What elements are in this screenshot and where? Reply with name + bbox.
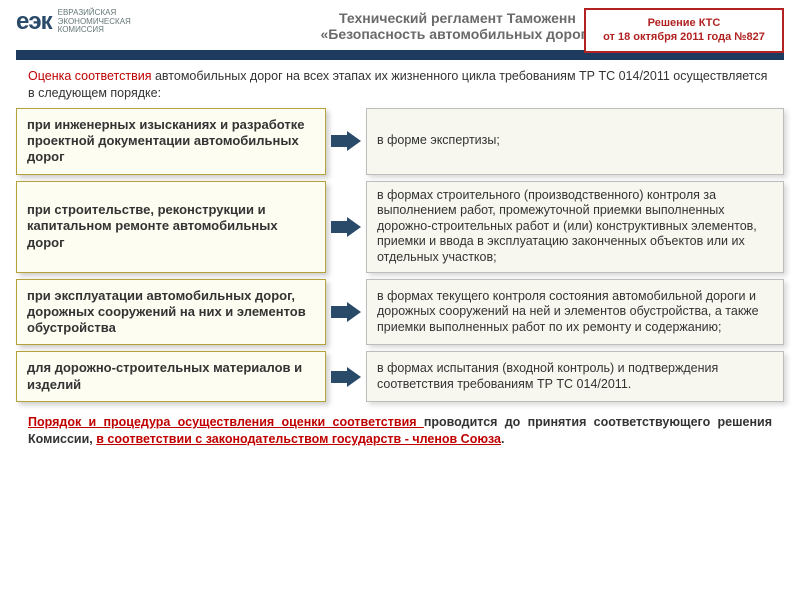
arrow-right-icon [331, 131, 361, 151]
left-box-2: при строительстве, реконструкции и капит… [16, 181, 326, 273]
row-4: для дорожно-строительных материалов и из… [16, 351, 784, 402]
footer-link: в соответствии с законодательством госуд… [96, 432, 501, 446]
logo: еэк ЕВРАЗИЙСКАЯ ЭКОНОМИЧЕСКАЯ КОМИССИЯ [16, 8, 131, 36]
row-1: при инженерных изысканиях и разработке п… [16, 108, 784, 175]
intro-red: Оценка соответствия [28, 69, 152, 83]
row-3: при эксплуатации автомобильных дорог, до… [16, 279, 784, 346]
arrow-right-icon [331, 367, 361, 387]
footer-end: . [501, 432, 504, 446]
right-box-3: в формах текущего контроля состояния авт… [366, 279, 784, 346]
arrow-4 [326, 351, 366, 402]
arrow-2 [326, 181, 366, 273]
row-2: при строительстве, реконструкции и капит… [16, 181, 784, 273]
decision-line-1: Решение КТС [596, 16, 772, 30]
left-box-3: при эксплуатации автомобильных дорог, до… [16, 279, 326, 346]
left-box-4: для дорожно-строительных материалов и из… [16, 351, 326, 402]
logo-subtitle: ЕВРАЗИЙСКАЯ ЭКОНОМИЧЕСКАЯ КОМИССИЯ [58, 9, 131, 35]
arrow-1 [326, 108, 366, 175]
arrow-right-icon [331, 217, 361, 237]
arrow-right-icon [331, 302, 361, 322]
decision-box: Решение КТС от 18 октября 2011 года №827 [584, 8, 784, 53]
header: еэк ЕВРАЗИЙСКАЯ ЭКОНОМИЧЕСКАЯ КОМИССИЯ Т… [0, 0, 800, 46]
logo-mark: еэк [16, 8, 52, 36]
left-box-1: при инженерных изысканиях и разработке п… [16, 108, 326, 175]
arrow-3 [326, 279, 366, 346]
right-box-4: в формах испытания (входной контроль) и … [366, 351, 784, 402]
footer-text: Порядок и процедура осуществления оценки… [0, 408, 800, 449]
right-box-2: в формах строительного (производственног… [366, 181, 784, 273]
right-box-1: в форме экспертизы; [366, 108, 784, 175]
decision-line-2: от 18 октября 2011 года №827 [596, 30, 772, 44]
footer-caption: Порядок и процедура осуществления оценки… [28, 415, 424, 429]
intro-text: Оценка соответствия автомобильных дорог … [0, 68, 800, 108]
content-grid: при инженерных изысканиях и разработке п… [0, 108, 800, 402]
